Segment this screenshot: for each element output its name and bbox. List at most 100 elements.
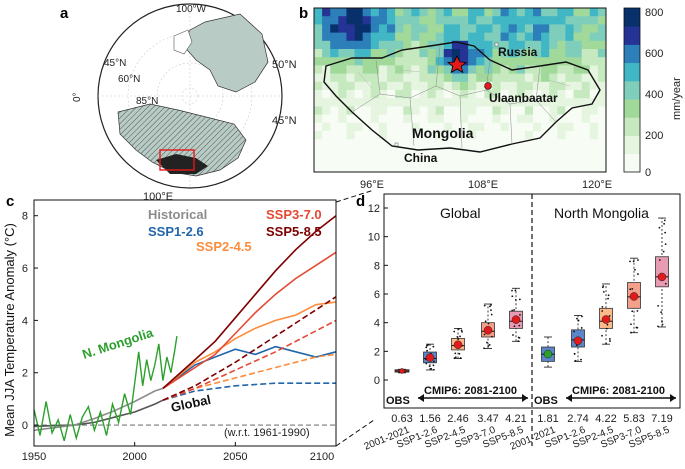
precip-cell xyxy=(460,16,469,25)
model-dot xyxy=(577,319,580,322)
annotation-n-mongolia: N. Mongolia xyxy=(80,325,155,362)
precip-cell xyxy=(395,155,404,165)
precip-cell xyxy=(314,8,323,17)
precip-cell xyxy=(524,73,534,83)
precip-cell xyxy=(419,65,428,74)
precip-cell xyxy=(549,57,558,66)
model-dot xyxy=(453,357,456,360)
precip-cell xyxy=(427,106,437,115)
precip-cell xyxy=(395,57,404,66)
precip-cell xyxy=(395,32,404,42)
precip-cell xyxy=(516,147,526,156)
study-region-box xyxy=(159,149,195,171)
precip-cell xyxy=(589,114,599,124)
precip-cell xyxy=(362,57,372,66)
precip-cell xyxy=(508,49,518,58)
precip-cell xyxy=(589,122,599,132)
precip-cell xyxy=(557,155,566,165)
precip-cell xyxy=(460,57,469,66)
lon-tick-96e: 96°E xyxy=(360,179,384,191)
precip-cell xyxy=(314,81,323,91)
precip-cell xyxy=(370,147,380,156)
precip-cell xyxy=(597,24,607,33)
precip-cell xyxy=(492,73,501,83)
precip-cell xyxy=(533,155,542,165)
mean-marker xyxy=(399,368,405,374)
precip-cell xyxy=(460,114,469,124)
precip-cell xyxy=(362,32,372,42)
model-dot xyxy=(609,340,611,342)
precip-cell xyxy=(451,73,461,83)
precip-cell xyxy=(541,49,550,58)
precip-cell xyxy=(476,131,485,140)
precip-cell xyxy=(557,106,566,115)
precip-cell xyxy=(443,73,453,83)
precip-cell xyxy=(427,139,437,148)
precip-cell xyxy=(597,49,607,58)
colorbar-swatch xyxy=(624,44,640,64)
model-dot xyxy=(457,338,459,341)
colorbar-swatch xyxy=(624,62,640,82)
precip-cell xyxy=(533,65,542,74)
precip-cell xyxy=(524,40,534,50)
colorbar-tick: 600 xyxy=(645,48,663,60)
precip-cell xyxy=(524,57,534,66)
precip-cell xyxy=(581,81,591,91)
model-dot xyxy=(629,288,632,291)
precip-cell xyxy=(533,81,542,91)
precip-cell xyxy=(427,114,437,124)
model-dot xyxy=(517,340,520,343)
precip-cell xyxy=(484,24,493,33)
d-mean-value: 5.83 xyxy=(623,413,644,425)
precip-cell xyxy=(500,147,510,156)
precip-cell xyxy=(508,90,518,99)
d-ytick: 6 xyxy=(374,289,380,301)
model-dot xyxy=(580,327,583,329)
precip-cell xyxy=(549,106,558,115)
precip-cell xyxy=(500,81,510,91)
precip-cell xyxy=(476,81,485,91)
precip-cell xyxy=(443,131,453,140)
precip-cell xyxy=(476,90,485,99)
precip-cell xyxy=(362,24,372,33)
precip-cell xyxy=(443,90,453,99)
precip-cell xyxy=(541,81,550,91)
precip-cell xyxy=(354,81,364,91)
c-xtick: 2100 xyxy=(310,451,334,463)
series-line-historical-global- xyxy=(33,399,164,428)
model-dot xyxy=(519,313,521,316)
precip-cell xyxy=(508,131,518,140)
precip-cell xyxy=(435,49,445,58)
precip-cell xyxy=(370,106,380,115)
d-mean-value: 2.74 xyxy=(567,413,588,425)
precip-cell xyxy=(549,73,558,83)
precip-cell xyxy=(516,122,526,132)
colorbar-tick: 0 xyxy=(645,167,651,179)
precip-cell xyxy=(370,155,380,165)
precip-cell xyxy=(557,8,566,17)
panel-c-label: c xyxy=(6,193,14,210)
precip-cell xyxy=(419,106,428,115)
precip-cell xyxy=(597,139,607,148)
precip-cell xyxy=(557,90,566,99)
precip-cell xyxy=(435,81,445,91)
precip-cell xyxy=(541,40,550,50)
panel-c-yticks: 0 2 4 6 8 xyxy=(22,211,28,432)
precip-cell xyxy=(427,122,437,132)
precip-cell xyxy=(581,114,591,124)
d-ytick: 0 xyxy=(374,375,380,387)
precip-cell xyxy=(403,114,412,124)
precip-cell xyxy=(354,122,364,132)
precip-cell xyxy=(435,65,445,74)
precip-cell xyxy=(330,106,339,115)
precip-cell xyxy=(589,40,599,50)
precip-cell xyxy=(411,163,420,173)
precip-cell xyxy=(354,139,364,148)
precip-cell xyxy=(508,163,518,173)
precip-cell xyxy=(322,8,331,17)
series-line-ssp2-4-5-global xyxy=(162,353,337,401)
precip-cell xyxy=(378,139,388,148)
mean-marker xyxy=(511,315,521,324)
precip-cell xyxy=(330,163,339,173)
model-dot xyxy=(454,356,457,359)
